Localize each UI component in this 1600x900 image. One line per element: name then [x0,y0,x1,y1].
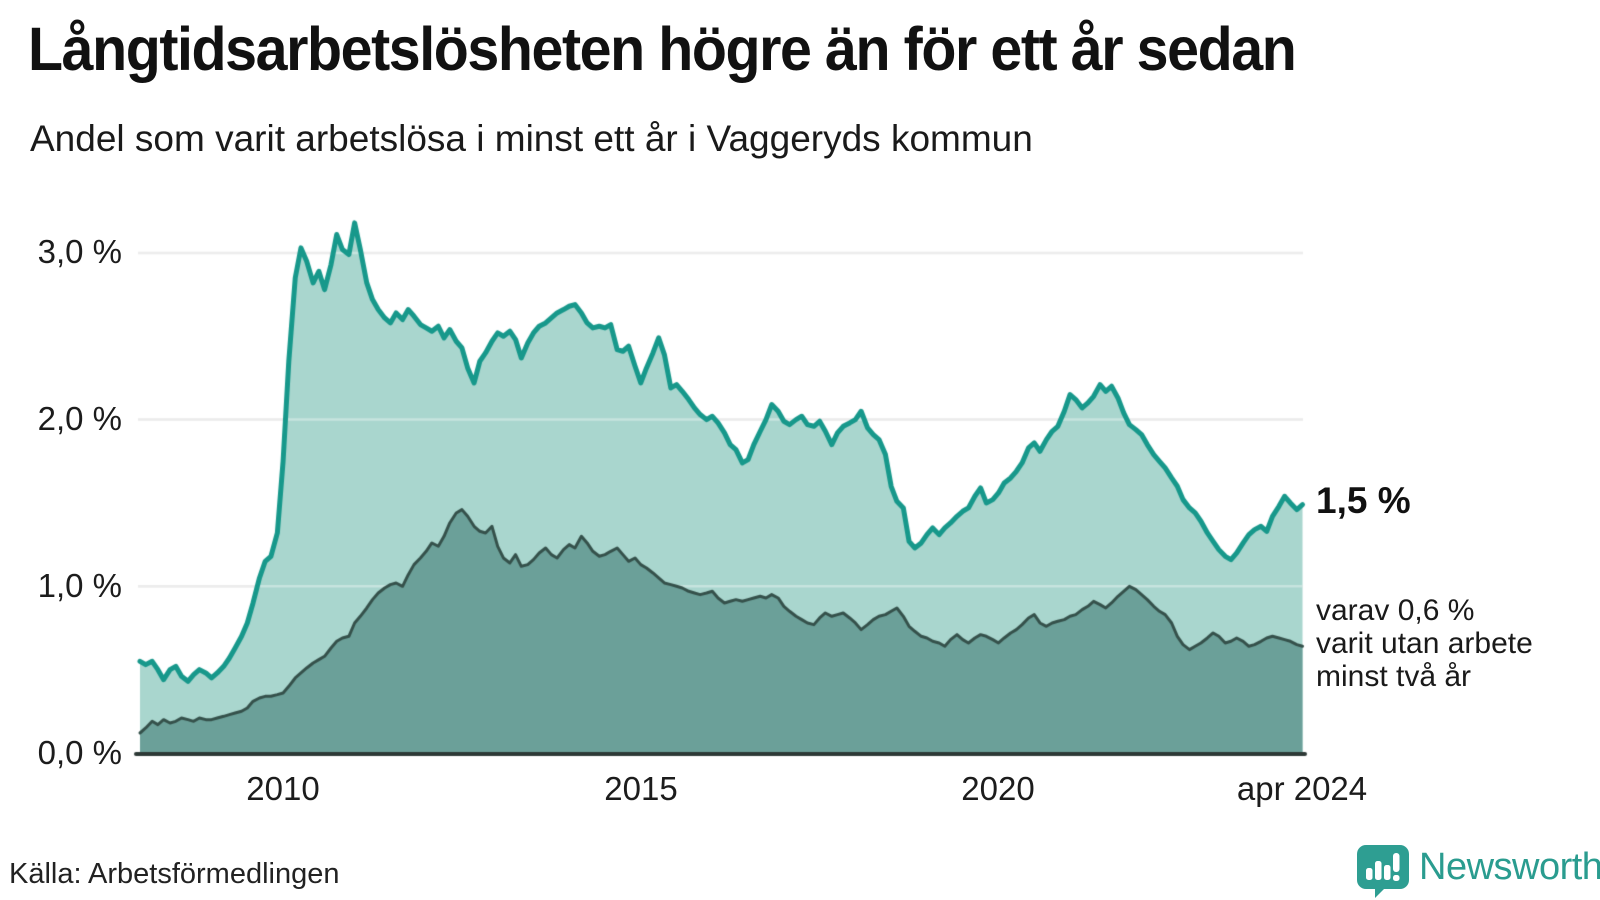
series-annotation-line: varit utan arbete [1316,627,1533,660]
newsworthy-logo: Newsworthy [1356,844,1600,898]
y-axis-label: 1,0 % [37,567,122,604]
x-axis-label: 2020 [961,770,1035,807]
y-axis-label: 2,0 % [37,400,122,437]
y-axis-label: 0,0 % [37,734,122,771]
source-caption: Källa: Arbetsförmedlingen [9,858,340,890]
series-annotation: varav 0,6 % varit utan arbete minst två … [1316,594,1533,693]
series-end-value-label: 1,5 % [1316,480,1411,521]
newsworthy-bubble-chart-icon [1357,845,1409,898]
series-annotation-line: varav 0,6 % [1316,594,1475,627]
x-axis-label: 2010 [246,770,320,807]
x-axis-label: 2015 [604,770,678,807]
series-annotation-line: minst två år [1316,660,1472,693]
page-title: Långtidsarbetslösheten högre än för ett … [28,15,1297,83]
x-axis-label: apr 2024 [1236,770,1368,807]
y-axis-label: 3,0 % [37,233,122,270]
newsworthy-wordmark: Newsworthy [1419,846,1600,888]
chart-subtitle: Andel som varit arbetslösa i minst ett å… [30,118,1033,159]
